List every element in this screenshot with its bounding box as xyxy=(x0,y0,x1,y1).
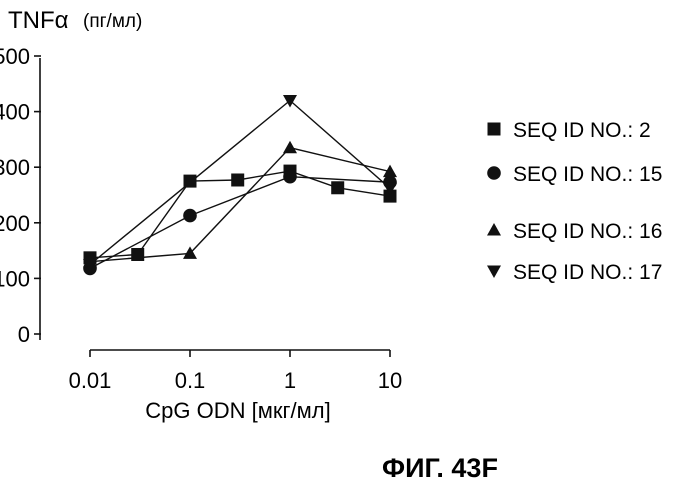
figure-caption: ФИГ. 43F xyxy=(382,453,498,483)
y-ticks: 0 100 200 300 400 500 xyxy=(0,44,41,347)
y-tick-label: 200 xyxy=(0,211,30,236)
x-axis-title: CpG ODN [мкг/мл] xyxy=(145,398,330,423)
legend-label-2: SEQ ID NO.: 15 xyxy=(513,163,662,186)
y-axis-unit: (пг/мл) xyxy=(83,11,142,32)
y-tick-label: 400 xyxy=(0,100,30,125)
y-tick-label: 100 xyxy=(0,266,30,291)
x-ticks: 0.01 0.1 1 10 xyxy=(69,350,403,393)
y-tick-label: 500 xyxy=(0,44,30,69)
x-tick-label: 0.01 xyxy=(69,368,112,393)
y-tick-label: 300 xyxy=(0,155,30,180)
data-point-series-1 xyxy=(131,248,144,261)
y-axis-title: TNFα xyxy=(8,7,69,34)
x-tick-label: 0.1 xyxy=(175,368,206,393)
data-point-series-3 xyxy=(283,141,297,154)
data-point-series-2 xyxy=(283,170,297,184)
data-point-series-1 xyxy=(231,173,244,186)
legend-marker-1 xyxy=(488,123,501,136)
legend-marker-4 xyxy=(487,266,501,279)
legend-label-4: SEQ ID NO.: 17 xyxy=(513,261,662,284)
data-point-series-1 xyxy=(331,181,344,194)
series-markers xyxy=(83,95,397,275)
legend-label-3: SEQ ID NO.: 16 xyxy=(513,220,662,243)
data-point-series-1 xyxy=(184,175,197,188)
legend: SEQ ID NO.: 2 SEQ ID NO.: 15 SEQ ID NO.: 1… xyxy=(487,119,662,284)
data-point-series-2 xyxy=(183,209,197,223)
legend-label-1: SEQ ID NO.: 2 xyxy=(513,119,651,142)
legend-marker-3 xyxy=(487,223,501,236)
x-tick-label: 10 xyxy=(378,368,402,393)
x-tick-label: 1 xyxy=(284,368,296,393)
y-tick-label: 0 xyxy=(18,322,30,347)
legend-marker-2 xyxy=(487,166,501,180)
